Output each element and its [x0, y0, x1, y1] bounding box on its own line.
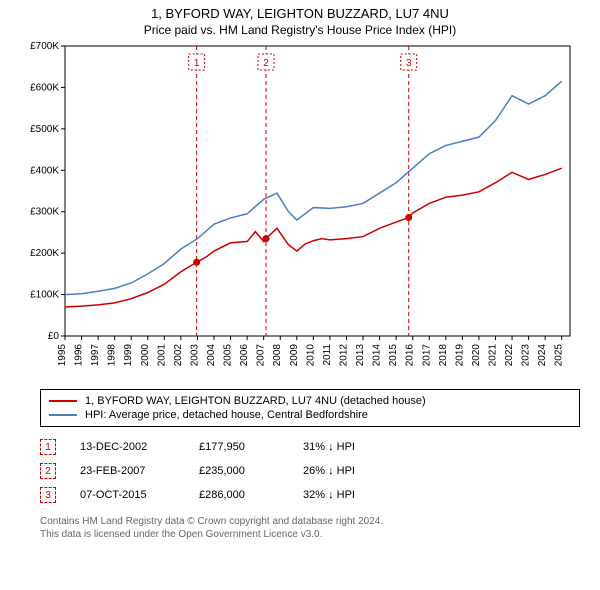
svg-text:£600K: £600K: [30, 82, 59, 93]
svg-text:1998: 1998: [107, 344, 118, 367]
svg-text:2023: 2023: [521, 344, 532, 367]
sale-price: £286,000: [199, 489, 279, 501]
svg-text:2016: 2016: [405, 344, 416, 367]
sale-row: 2 23-FEB-2007 £235,000 26% ↓ HPI: [40, 459, 580, 483]
svg-text:2017: 2017: [421, 344, 432, 367]
sale-row: 3 07-OCT-2015 £286,000 32% ↓ HPI: [40, 483, 580, 507]
svg-text:£0: £0: [48, 331, 60, 342]
svg-text:2021: 2021: [487, 344, 498, 367]
chart-subtitle: Price paid vs. HM Land Registry's House …: [0, 21, 600, 41]
svg-text:2000: 2000: [140, 344, 151, 367]
svg-text:2020: 2020: [471, 344, 482, 367]
svg-text:3: 3: [406, 58, 412, 69]
sale-date: 13-DEC-2002: [80, 441, 175, 453]
svg-text:2005: 2005: [223, 344, 234, 367]
line-chart: £0 £100K £200K £300K £400K £500K £600K £700K 199…: [20, 41, 580, 381]
footer-line-2: This data is licensed under the Open Gov…: [40, 528, 580, 541]
svg-text:2022: 2022: [504, 344, 515, 367]
svg-text:2018: 2018: [438, 344, 449, 367]
svg-text:2014: 2014: [372, 344, 383, 367]
svg-text:2: 2: [263, 58, 269, 69]
svg-text:1: 1: [194, 58, 200, 69]
sale-delta: 31% ↓ HPI: [303, 441, 393, 453]
svg-text:2003: 2003: [189, 344, 200, 367]
svg-text:£100K: £100K: [30, 290, 59, 301]
sale-delta: 32% ↓ HPI: [303, 489, 393, 501]
sale-price: £235,000: [199, 465, 279, 477]
svg-text:£300K: £300K: [30, 207, 59, 218]
svg-text:£500K: £500K: [30, 124, 59, 135]
sale-date: 23-FEB-2007: [80, 465, 175, 477]
svg-text:2013: 2013: [355, 344, 366, 367]
legend-swatch: [49, 414, 77, 416]
sale-price: £177,950: [199, 441, 279, 453]
svg-text:1996: 1996: [74, 344, 85, 367]
svg-text:£700K: £700K: [30, 41, 59, 52]
svg-text:2011: 2011: [322, 344, 333, 366]
sale-delta: 26% ↓ HPI: [303, 465, 393, 477]
svg-text:2025: 2025: [554, 344, 565, 367]
chart-title: 1, BYFORD WAY, LEIGHTON BUZZARD, LU7 4NU: [0, 0, 600, 21]
svg-text:2001: 2001: [156, 344, 167, 367]
legend-row: 1, BYFORD WAY, LEIGHTON BUZZARD, LU7 4NU…: [49, 394, 571, 408]
footer-line-1: Contains HM Land Registry data © Crown c…: [40, 515, 580, 528]
svg-text:2012: 2012: [338, 344, 349, 367]
svg-text:£200K: £200K: [30, 248, 59, 259]
svg-text:1997: 1997: [90, 344, 101, 367]
footer-attribution: Contains HM Land Registry data © Crown c…: [40, 515, 580, 541]
svg-text:2019: 2019: [454, 344, 465, 367]
legend-row: HPI: Average price, detached house, Cent…: [49, 408, 571, 422]
legend: 1, BYFORD WAY, LEIGHTON BUZZARD, LU7 4NU…: [40, 389, 580, 427]
svg-text:2004: 2004: [206, 344, 217, 367]
legend-label: HPI: Average price, detached house, Cent…: [85, 409, 368, 421]
legend-swatch: [49, 400, 77, 402]
sales-table: 1 13-DEC-2002 £177,950 31% ↓ HPI 2 23-FEB-200…: [40, 435, 580, 507]
svg-text:£400K: £400K: [30, 165, 59, 176]
svg-text:2015: 2015: [388, 344, 399, 367]
sale-row: 1 13-DEC-2002 £177,950 31% ↓ HPI: [40, 435, 580, 459]
legend-label: 1, BYFORD WAY, LEIGHTON BUZZARD, LU7 4NU…: [85, 395, 426, 407]
svg-text:2024: 2024: [537, 344, 548, 367]
svg-text:2006: 2006: [239, 344, 250, 367]
sale-badge: 3: [40, 487, 56, 503]
svg-text:2002: 2002: [173, 344, 184, 367]
svg-text:2007: 2007: [256, 344, 267, 367]
sale-badge: 1: [40, 439, 56, 455]
svg-text:1999: 1999: [123, 344, 134, 367]
svg-text:2010: 2010: [305, 344, 316, 367]
svg-text:1995: 1995: [57, 344, 68, 367]
svg-text:2009: 2009: [289, 344, 300, 367]
sale-date: 07-OCT-2015: [80, 489, 175, 501]
svg-text:2008: 2008: [272, 344, 283, 367]
sale-badge: 2: [40, 463, 56, 479]
